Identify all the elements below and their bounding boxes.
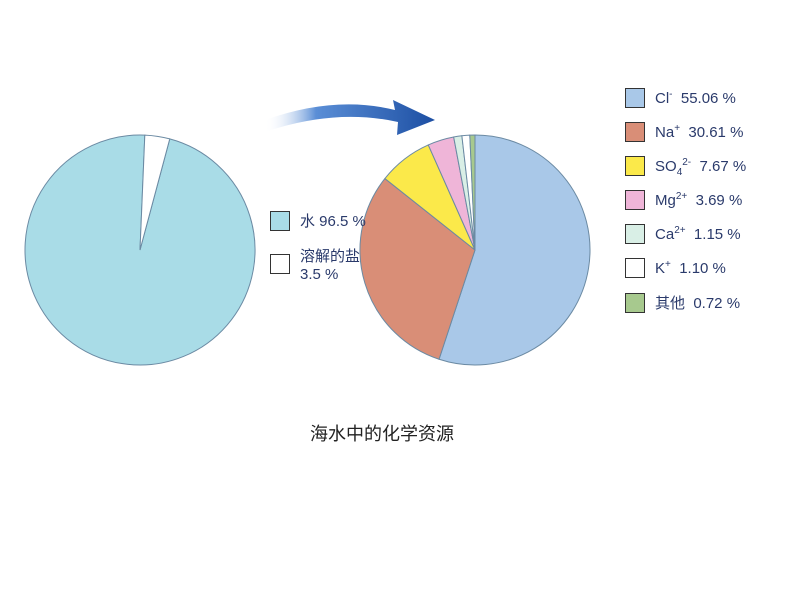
legend-item: 其他 0.72 % xyxy=(625,292,746,313)
legend-label: 其他 0.72 % xyxy=(655,292,740,313)
legend-color-box xyxy=(625,88,645,108)
legend-label: Cl- 55.06 % xyxy=(655,90,736,107)
legend-color-box xyxy=(625,190,645,210)
legend-label: SO42- 7.67 % xyxy=(655,158,746,175)
legend-item: 水 96.5 % xyxy=(270,210,366,231)
legend-item: Na+ 30.61 % xyxy=(625,122,746,142)
chart-title: 海水中的化学资源 xyxy=(310,420,454,446)
legend-label: 溶解的盐3.5 % xyxy=(300,245,360,283)
legend-color-box xyxy=(625,293,645,313)
legend-item: Cl- 55.06 % xyxy=(625,88,746,108)
legend-color-box xyxy=(625,156,645,176)
legend-label: 水 96.5 % xyxy=(300,210,366,231)
legend-label: Na+ 30.61 % xyxy=(655,124,743,141)
legend-color-box xyxy=(270,211,290,231)
legend-label: K+ 1.10 % xyxy=(655,260,726,277)
legend-item: Mg2+ 3.69 % xyxy=(625,190,746,210)
legend-color-box xyxy=(270,254,290,274)
arrow-icon xyxy=(255,90,455,165)
legend-item: 溶解的盐3.5 % xyxy=(270,245,366,283)
legend-label: Mg2+ 3.69 % xyxy=(655,192,742,209)
legend-item: SO42- 7.67 % xyxy=(625,156,746,176)
legend-item: K+ 1.10 % xyxy=(625,258,746,278)
legend-label: Ca2+ 1.15 % xyxy=(655,226,741,243)
legend-color-box xyxy=(625,224,645,244)
legend-color-box xyxy=(625,122,645,142)
right-pie-legend: Cl- 55.06 % Na+ 30.61 % SO42- 7.67 % Mg2+ 3… xyxy=(625,88,746,327)
left-pie-legend: 水 96.5 % 溶解的盐3.5 % xyxy=(270,210,366,297)
legend-color-box xyxy=(625,258,645,278)
legend-item: Ca2+ 1.15 % xyxy=(625,224,746,244)
